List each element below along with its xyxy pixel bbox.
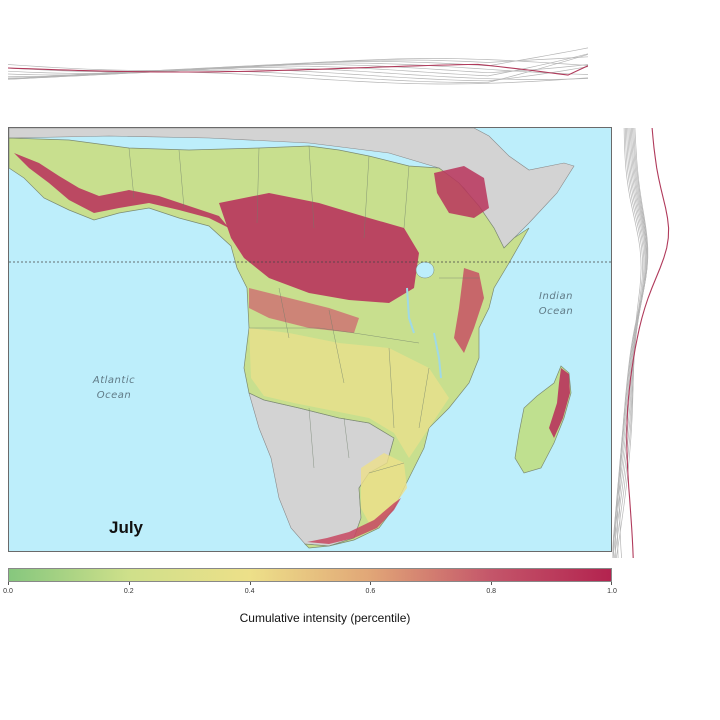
indian-label-line2: Ocean <box>538 306 574 317</box>
colorbar-tick-label: 0.4 <box>244 588 255 595</box>
africa-map <box>9 128 611 549</box>
country-borders <box>128 145 479 474</box>
intensity-ethiopia <box>434 166 489 218</box>
yellow-south-patch <box>361 453 407 523</box>
profile-curve-highlight <box>626 128 670 558</box>
colorbar-tick-mark <box>249 582 251 585</box>
colorbar-tick-mark <box>611 582 612 585</box>
colorbar-tick-label: 0.0 <box>3 588 13 595</box>
profile-curve-highlight <box>8 63 588 76</box>
profile-curve <box>619 128 649 558</box>
longitudinal-profile-plot <box>8 47 588 85</box>
indian-ocean-label: Indian Ocean <box>521 289 591 319</box>
colorbar-tick-mark <box>370 582 372 585</box>
indian-label-line1: Indian <box>539 291 573 302</box>
intensity-central-africa <box>219 193 419 303</box>
atlantic-label-line1: Atlantic <box>92 375 136 386</box>
colorbar-tick-mark <box>128 582 130 585</box>
profile-curve <box>614 128 648 558</box>
lake-victoria <box>415 261 435 279</box>
colorbar-tick-mark <box>491 582 493 585</box>
atlantic-ocean-label: Atlantic Ocean <box>79 373 149 403</box>
colorbar-tick-label: 0.2 <box>123 588 134 595</box>
intensity-south-coast <box>307 498 401 544</box>
profile-curve <box>8 71 588 85</box>
profile-curve <box>612 128 647 558</box>
colorbar-ticks: 0.0 0.2 0.4 0.6 0.8 1.0 <box>3 582 617 602</box>
colorbar-title: Cumulative intensity (percentile) <box>239 611 411 625</box>
madagascar <box>514 365 572 474</box>
colorbar-tick-label: 0.6 <box>365 588 376 595</box>
intensity-madagascar-east <box>549 368 570 438</box>
profile-curve <box>617 128 649 558</box>
colorbar-tick-mark <box>8 582 9 585</box>
month-label: July <box>109 518 144 537</box>
atlantic-label-line2: Ocean <box>96 390 132 401</box>
colorbar-tick-label: 0.8 <box>486 588 497 595</box>
profile-curve <box>8 53 588 79</box>
rift-lakes <box>406 287 442 379</box>
profile-curve <box>8 67 588 80</box>
map-panel: Atlantic Ocean Indian Ocean July <box>8 127 612 552</box>
intensity-east-coast <box>454 268 484 353</box>
colorbar-tick-label: 1.0 <box>607 588 617 595</box>
yellow-savanna-band <box>249 328 449 458</box>
latitudinal-profile-plot <box>612 128 670 558</box>
colorbar <box>8 568 612 582</box>
